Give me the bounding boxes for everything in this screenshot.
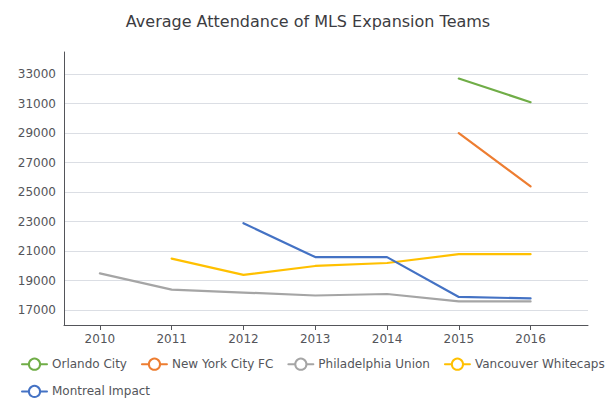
svg-text:2014: 2014: [372, 332, 403, 346]
svg-text:17000: 17000: [18, 303, 56, 317]
svg-text:Vancouver Whitecaps: Vancouver Whitecaps: [475, 357, 605, 371]
svg-text:2015: 2015: [444, 332, 475, 346]
svg-text:2012: 2012: [228, 332, 259, 346]
svg-text:23000: 23000: [18, 215, 56, 229]
svg-text:27000: 27000: [18, 156, 56, 170]
svg-text:Average Attendance of MLS Expa: Average Attendance of MLS Expansion Team…: [126, 12, 490, 31]
svg-text:Orlando City: Orlando City: [52, 357, 127, 371]
svg-text:31000: 31000: [18, 97, 56, 111]
svg-text:33000: 33000: [18, 67, 56, 81]
svg-text:25000: 25000: [18, 185, 56, 199]
svg-text:29000: 29000: [18, 126, 56, 140]
svg-text:2010: 2010: [85, 332, 116, 346]
svg-text:2016: 2016: [515, 332, 546, 346]
svg-text:19000: 19000: [18, 274, 56, 288]
svg-text:Philadelphia Union: Philadelphia Union: [318, 357, 430, 371]
svg-text:2011: 2011: [156, 332, 187, 346]
svg-text:2013: 2013: [300, 332, 331, 346]
svg-text:21000: 21000: [18, 244, 56, 258]
svg-text:New York City FC: New York City FC: [172, 357, 273, 371]
svg-text:Montreal Impact: Montreal Impact: [52, 384, 150, 398]
